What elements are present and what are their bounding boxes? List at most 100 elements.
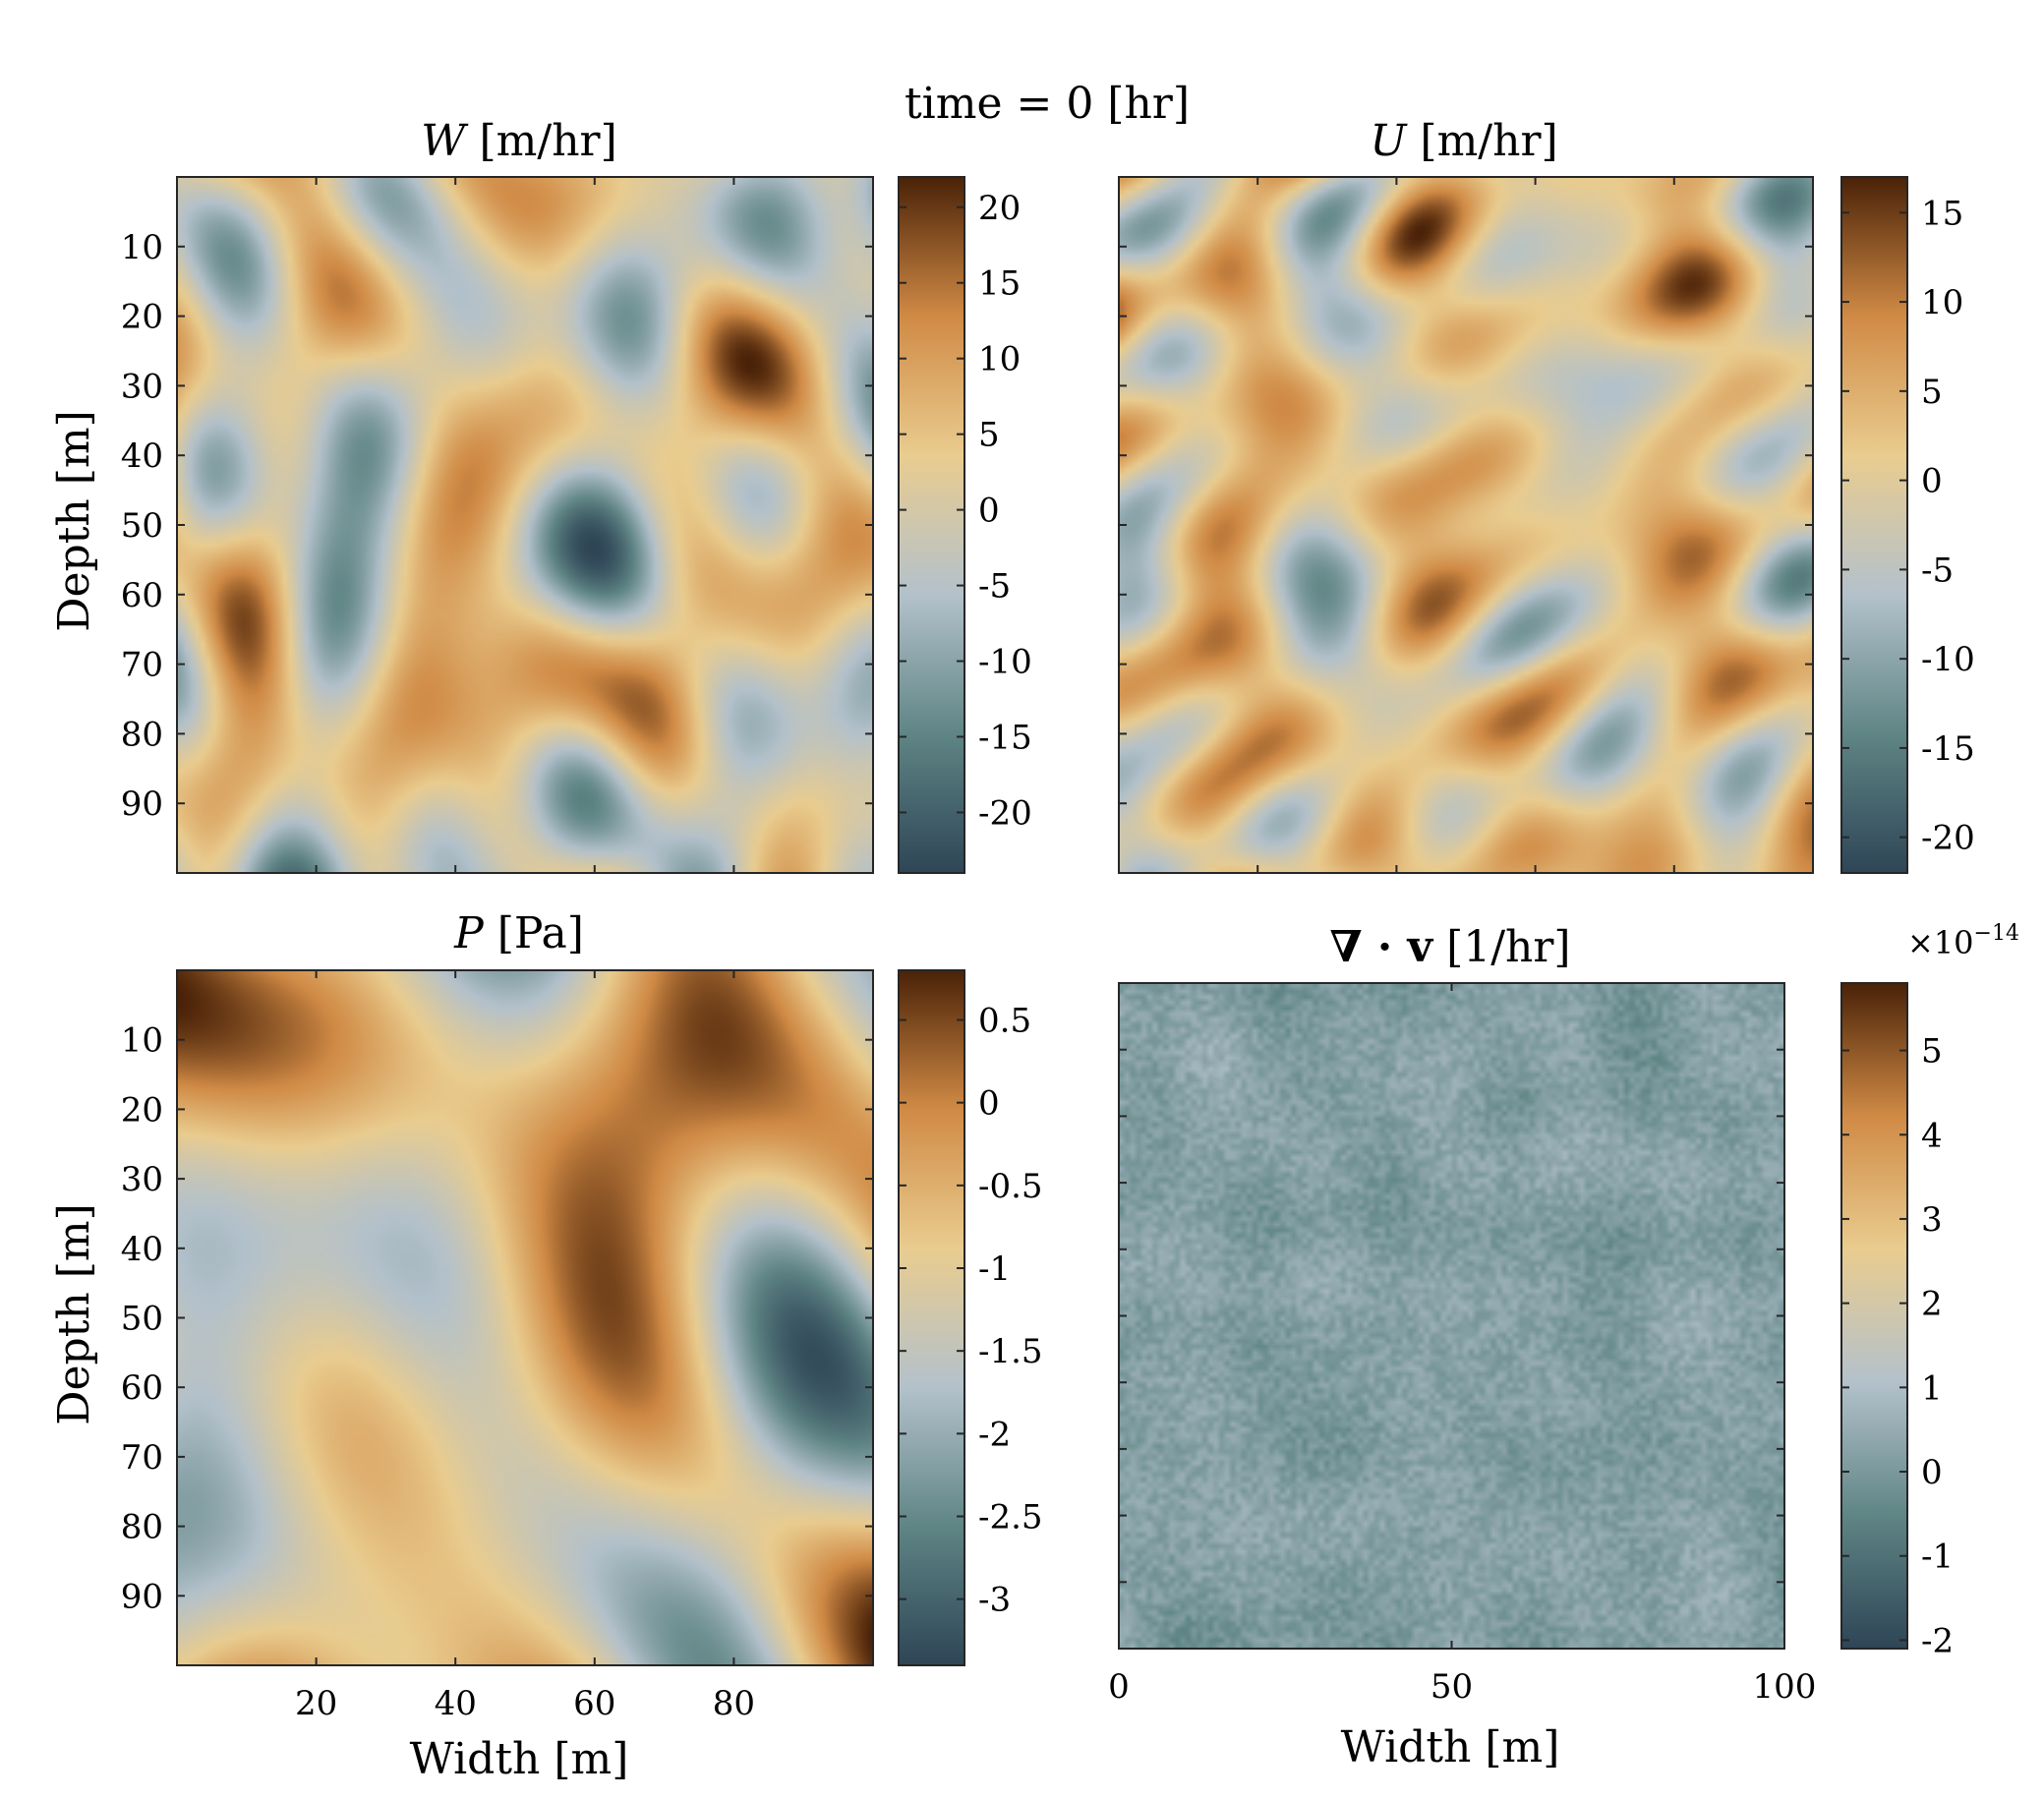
colorbar-tick-label: -1: [978, 1249, 1011, 1289]
y-tick-label: 50: [121, 1300, 163, 1339]
colorbar-tick-label: 20: [978, 189, 1021, 228]
x-tick-label: 60: [573, 1684, 615, 1723]
panel-p-xlabel: Width [m]: [410, 1734, 629, 1784]
colorbar-tick-label: 5: [1921, 1032, 1943, 1072]
y-tick-label: 10: [121, 228, 163, 267]
colorbar-tick-label: -5: [1921, 551, 1954, 590]
y-tick-label: 20: [121, 298, 163, 337]
colorbar-tick-label: -5: [978, 567, 1011, 607]
panel-p-symbol: P: [453, 908, 485, 958]
y-tick-label: 40: [121, 436, 163, 476]
colorbar-tick-label: -2: [978, 1415, 1011, 1454]
x-tick-label: 50: [1431, 1667, 1473, 1707]
panel-p-colorbar: 0.5 0 -0.5 -1 -1.5 -2 -2.5 -3: [898, 969, 1043, 1666]
panel-divv-symbol: ∇ · v: [1329, 922, 1433, 972]
y-tick-label: 70: [121, 1438, 163, 1478]
colorbar-tick-label: 15: [978, 264, 1021, 304]
panel-p-heatmap: [177, 970, 873, 1665]
colorbar-tick-label: 2: [1921, 1285, 1943, 1324]
panel-p-axes: 20 40 60 80 10 20 30 40 50 60 70 80 90: [121, 969, 874, 1723]
colorbar-tick-label: 0: [978, 492, 1000, 531]
panel-u-colorbar: 15 10 5 0 -5 -10 -15 -20: [1840, 176, 1975, 874]
colorbar-tick-label: -1.5: [978, 1332, 1043, 1371]
heatmap-image: [177, 177, 873, 873]
y-tick-label: 50: [121, 506, 163, 546]
y-tick-label: 40: [121, 1230, 163, 1269]
panel-divv-axes: 0 50 100: [1108, 982, 1817, 1707]
y-tick-label: 30: [121, 1160, 163, 1199]
panel-w-symbol: W: [421, 116, 469, 166]
panel-w-ylabel: Depth [m]: [49, 410, 99, 632]
y-tick-label: 60: [121, 1368, 163, 1408]
colorbar-tick-label: -20: [978, 793, 1032, 833]
colorbar-tick-label: 10: [1921, 283, 1963, 322]
colorbar-tick-label: -20: [1921, 819, 1975, 858]
colorbar-tick-label: 5: [978, 416, 1000, 455]
panel-w-colorbar: 20 15 10 5 0 -5 -10 -15 -20: [898, 176, 1032, 874]
x-tick-label: 0: [1108, 1667, 1130, 1707]
y-tick-label: 90: [121, 784, 163, 824]
colorbar-tick-label: 0: [1921, 1453, 1943, 1492]
x-tick-label: 40: [435, 1684, 477, 1723]
colorbar-tick-label: -1: [1921, 1538, 1954, 1577]
colorbar-tick-label: -15: [1921, 729, 1975, 769]
panel-p-unit: [Pa]: [497, 908, 584, 958]
colorbar-tick-label: 5: [1921, 373, 1943, 412]
colorbar-tick-label: 4: [1921, 1116, 1943, 1155]
x-tick-label: 100: [1753, 1667, 1817, 1707]
colorbar-tick-label: -10: [978, 643, 1032, 682]
colorbar-tick-label: 10: [978, 340, 1021, 379]
y-tick-label: 60: [121, 576, 163, 615]
colorbar-bar: [1840, 982, 1908, 1650]
panel-divv-heatmap: [1119, 983, 1784, 1649]
colorbar-tick-label: -2.5: [978, 1498, 1043, 1538]
colorbar-tick-label: -10: [1921, 640, 1975, 679]
colorbar-tick-label: 1: [1921, 1368, 1943, 1408]
panel-w-heatmap: [177, 177, 873, 873]
colorbar-tick-label: 0: [1921, 462, 1943, 501]
panel-u-symbol: U: [1370, 116, 1408, 166]
colorbar-tick-label: -2: [1921, 1621, 1954, 1660]
colorbar-bar: [898, 176, 965, 874]
colorbar-tick-label: -15: [978, 718, 1032, 757]
panel-w-title: W [m/hr]: [421, 116, 616, 166]
colorbar-tick-label: 0.5: [978, 1002, 1031, 1041]
colorbar-tick-label: 3: [1921, 1200, 1943, 1240]
panel-u-heatmap: [1119, 177, 1813, 873]
y-tick-label: 30: [121, 367, 163, 406]
panel-w-unit: [m/hr]: [479, 116, 616, 166]
panel-u-unit: [m/hr]: [1420, 116, 1557, 166]
heatmap-image: [177, 970, 873, 1665]
y-tick-label: 10: [121, 1021, 163, 1061]
y-tick-label: 70: [121, 646, 163, 685]
y-tick-label: 20: [121, 1090, 163, 1130]
panel-w-axes: 10 20 30 40 50 60 70 80 90: [121, 176, 874, 874]
panel-divv-colorbar-exponent: ×10−14: [1907, 921, 2019, 961]
colorbar-tick-label: 15: [1921, 194, 1963, 233]
x-tick-label: 20: [295, 1684, 337, 1723]
figure-suptitle: time = 0 [hr]: [905, 79, 1190, 129]
panel-divv-colorbar: 5 4 3 2 1 0 -1 -2: [1840, 982, 1954, 1660]
y-tick-label: 80: [121, 715, 163, 754]
colorbar-tick-label: -0.5: [978, 1167, 1043, 1206]
y-tick-label: 80: [121, 1508, 163, 1547]
colorbar-tick-label: 0: [978, 1084, 1000, 1124]
panel-u: U [m/hr] 15 10 5 0 -5 -10 -15 -20: [1118, 116, 1975, 874]
colorbar-bar: [898, 969, 965, 1666]
panel-divv-xlabel: Width [m]: [1341, 1722, 1560, 1772]
panel-divv: ∇ · v [1/hr] 0 50 100 Width [m] ×10−14 5 4 3…: [1108, 921, 2019, 1772]
panel-p-title: P [Pa]: [453, 908, 584, 958]
colorbar-tick-label: -3: [978, 1581, 1011, 1620]
x-tick-label: 80: [713, 1684, 755, 1723]
panel-divv-unit: [1/hr]: [1446, 922, 1571, 972]
panel-p: P [Pa] 20 40 60 80 10 20 30 40 50 60 70 80 90 Depth …: [49, 908, 1043, 1784]
panel-u-axes: [1118, 176, 1814, 874]
panel-u-title: U [m/hr]: [1370, 116, 1557, 166]
heatmap-image: [1119, 177, 1813, 873]
panel-p-ylabel: Depth [m]: [49, 1203, 99, 1425]
panel-divv-title: ∇ · v [1/hr]: [1329, 922, 1570, 972]
y-tick-label: 90: [121, 1577, 163, 1616]
heatmap-image: [1119, 983, 1784, 1649]
